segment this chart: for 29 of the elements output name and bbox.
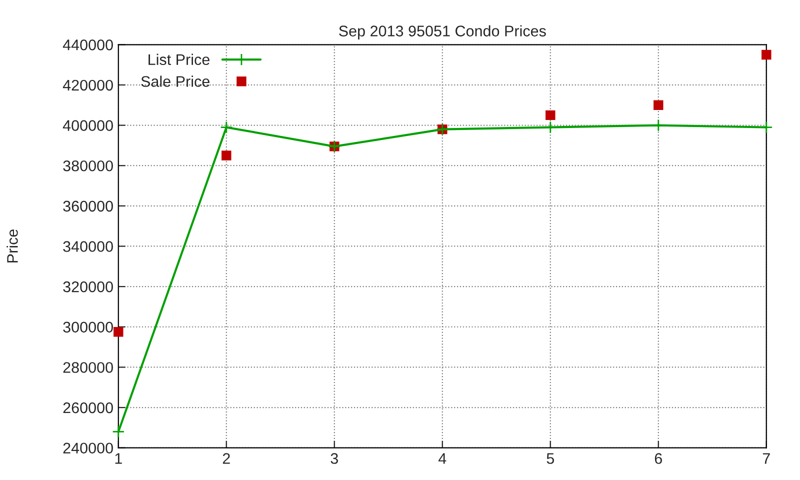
y-tick-label: 300000 [63,322,113,333]
x-tick-label: 3 [330,453,338,464]
point [220,121,233,134]
point [222,150,232,160]
y-tick-label: 320000 [63,281,113,292]
point [762,50,772,60]
x-tick-label: 2 [222,453,230,464]
y-axis-title: Price [6,230,18,262]
x-tick-label: 6 [654,453,662,464]
point [546,110,556,120]
y-tick-label: 400000 [62,120,113,131]
point [654,100,664,110]
y-tick-label: 340000 [63,241,113,252]
x-tick-label: 5 [546,453,554,464]
point [112,425,125,438]
y-tick-label: 440000 [62,40,113,50]
point [114,327,124,337]
x-tick-label: 4 [438,453,446,464]
y-tick-label: 240000 [63,442,113,454]
y-tick-label: 360000 [63,200,113,212]
y-tick-label: 260000 [63,402,113,414]
chart-title: Sep 2013 95051 Condo Prices [339,25,546,40]
legend-label: List Price [148,54,210,66]
y-tick-label: 380000 [63,160,113,172]
legend-label: Sale Price [141,76,210,87]
y-tick-label: 420000 [62,80,113,91]
x-tick-label: 7 [762,453,770,464]
x-tick-label: 1 [115,453,122,464]
y-tick-label: 280000 [63,362,113,373]
